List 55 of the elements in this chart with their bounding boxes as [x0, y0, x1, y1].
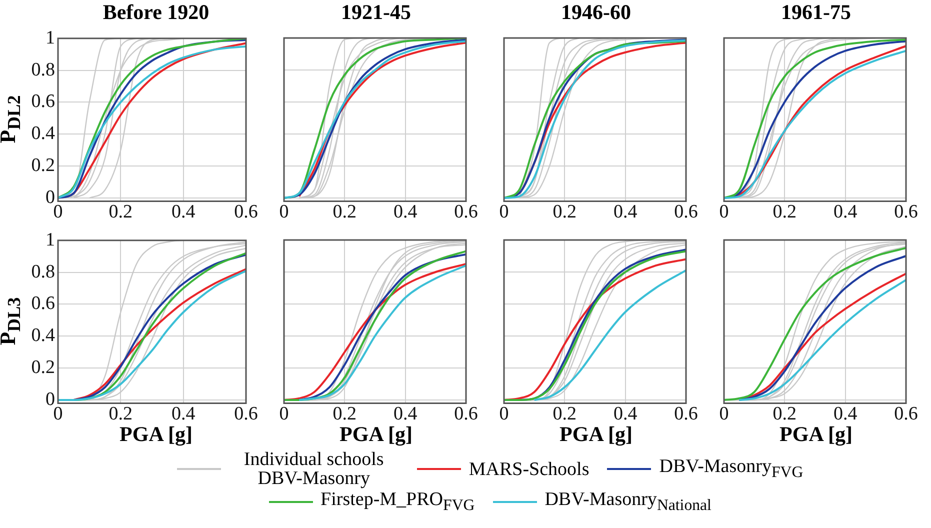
x-tick-label: 0.6 [454, 404, 478, 425]
x-tick-label: 0.2 [108, 202, 133, 223]
y-tick-label: 0.4 [31, 325, 56, 346]
x-tick-label: 0.2 [772, 202, 797, 223]
x-tick-label: 0 [499, 202, 509, 223]
x-tick-label: 0.2 [332, 202, 357, 223]
x-axis-title: PGA [g] [560, 422, 632, 446]
x-tick-label: 0.2 [772, 404, 797, 425]
y-tick-label: 0 [46, 388, 55, 410]
x-tick-label: 0 [499, 404, 509, 425]
legend-label: DBV-Masonry$_{National}$ [544, 489, 712, 515]
legend-label: Firstep-M_PRO$_{FVG}$ [320, 489, 475, 515]
x-axis-title: PGA [g] [340, 422, 412, 446]
x-tick-label: 0.2 [552, 202, 577, 223]
y-tick-label: 1 [46, 229, 55, 250]
x-tick-label: 0.4 [833, 404, 858, 425]
x-tick-label: 0 [279, 404, 289, 425]
x-axis-title: PGA [g] [780, 422, 852, 446]
y-tick-label: 1 [46, 27, 55, 48]
y-tick-label: 0 [46, 186, 55, 208]
x-tick-label: 0.6 [894, 404, 918, 425]
x-tick-label: 0.4 [613, 202, 638, 223]
y-tick-label: 0.6 [31, 293, 55, 314]
x-tick-label: 0 [279, 202, 289, 223]
y-tick-label: 0.8 [31, 59, 55, 80]
chart-title: 1961-75 [780, 0, 852, 24]
x-tick-label: 0.2 [332, 404, 357, 425]
x-tick-label: 0.6 [234, 202, 258, 223]
y-tick-label: 0.2 [31, 357, 55, 378]
y-tick-label: 0.4 [31, 123, 56, 144]
x-tick-label: 0.6 [894, 202, 918, 223]
y-tick-label: 0.8 [31, 261, 55, 282]
legend-label: DBV-Masonry$_{FVG}$ [659, 456, 804, 482]
chart-title: Before 1920 [102, 0, 210, 24]
x-tick-label: 0.6 [674, 404, 698, 425]
y-tick-label: 0.2 [31, 155, 55, 176]
x-tick-label: 0.4 [833, 202, 858, 223]
x-tick-label: 0.4 [171, 202, 196, 223]
x-axis-title: PGA [g] [120, 422, 192, 446]
x-tick-label: 0.6 [454, 202, 478, 223]
y-tick-label: 0.6 [31, 91, 55, 112]
x-tick-label: 0.2 [552, 404, 577, 425]
x-tick-label: 0 [719, 404, 729, 425]
chart-title: 1946-60 [560, 0, 632, 24]
chart-title: 1921-45 [340, 0, 412, 24]
legend-label: Individual schools DBV-Masonry [242, 449, 385, 489]
x-tick-label: 0.4 [171, 404, 196, 425]
x-tick-label: 0.4 [393, 202, 418, 223]
x-tick-label: 0 [719, 202, 729, 223]
x-tick-label: 0.6 [674, 202, 698, 223]
x-tick-label: 0.6 [234, 404, 258, 425]
x-tick-label: 0.4 [613, 404, 638, 425]
x-tick-label: 0.4 [393, 404, 418, 425]
legend-label: MARS-Schools [468, 458, 590, 480]
x-tick-label: 0.2 [108, 404, 133, 425]
